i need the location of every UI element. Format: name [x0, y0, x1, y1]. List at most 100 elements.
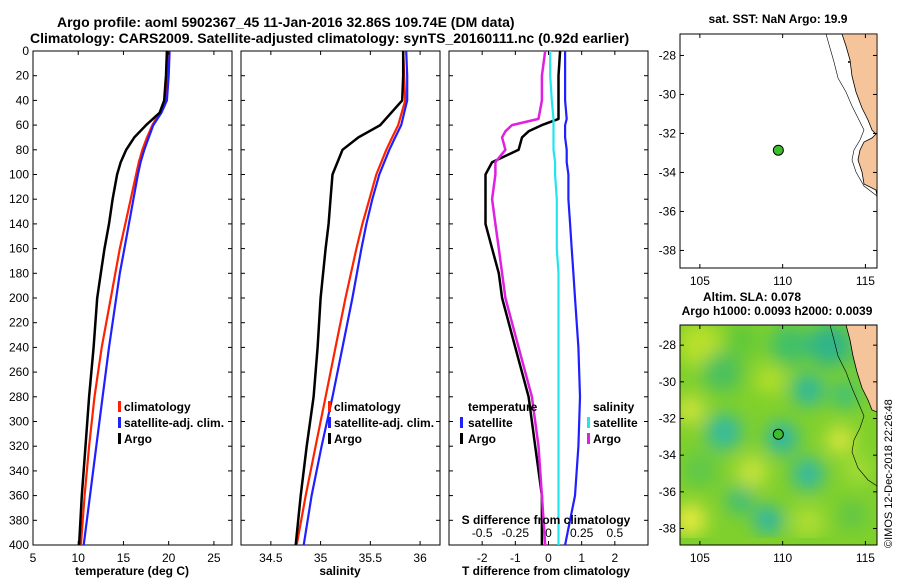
legend-label-s-satellite: satellite	[593, 416, 638, 430]
depth-tick-label: 220	[9, 316, 29, 330]
lat-tick-label: -28	[659, 338, 677, 352]
lat-tick-label: -32	[659, 412, 677, 426]
coastline-land	[841, 34, 877, 197]
depth-tick-label: 140	[9, 217, 29, 231]
argo-location-marker	[772, 144, 784, 156]
lat-tick-label: -38	[659, 243, 677, 257]
s-tick-label: 0.25	[570, 526, 594, 540]
lat-tick-label: -28	[659, 48, 677, 62]
isobath-line	[825, 34, 877, 197]
lon-tick-label: 115	[856, 274, 875, 288]
depth-tick-label: 260	[9, 365, 29, 379]
figure-title-line2: Climatology: CARS2009. Satellite-adjuste…	[30, 30, 629, 46]
difference-legend-salinity: salinity satellite Argo	[587, 400, 638, 446]
lat-tick-label: -34	[659, 448, 677, 462]
legend-label-satellite: satellite-adj. clim.	[334, 416, 434, 430]
legend-swatch-s-argo	[587, 433, 590, 444]
series-line-salinity-satellite	[549, 51, 560, 545]
depth-tick-label: 60	[16, 118, 30, 132]
s-tick-label: 0	[545, 526, 552, 540]
depth-tick-label: 40	[16, 93, 30, 107]
legend-swatch-argo	[328, 433, 331, 444]
legend-label-satellite: satellite-adj. clim.	[124, 416, 224, 430]
lon-tick-label: 105	[690, 274, 710, 288]
difference-xlabel-top: S difference from climatology	[462, 513, 631, 527]
lon-tick-label: 115	[856, 551, 875, 565]
x-tick-label: 34.5	[259, 551, 283, 565]
legend-swatch-climatology	[118, 401, 121, 412]
lon-tick-label: 110	[773, 551, 792, 565]
lon-tick-label: 105	[690, 551, 710, 565]
legend-label-s-argo: Argo	[593, 432, 621, 446]
depth-tick-label: 0	[22, 44, 29, 58]
s-tick-label: -0.25	[502, 526, 530, 540]
legend-swatch-satellite	[328, 417, 331, 428]
x-tick-label: 35.5	[359, 551, 383, 565]
sst-map-land	[825, 34, 877, 197]
sla-lon-tick-labels: 105 110 115	[690, 551, 875, 565]
depth-tick-label: 160	[9, 242, 29, 256]
legend-title-salinity: salinity	[593, 400, 635, 414]
salinity-lines	[294, 51, 409, 545]
legend-swatch-satellite	[118, 417, 121, 428]
depth-tick-label: 320	[9, 439, 29, 453]
series-line-satellite-adj-clim-	[302, 51, 409, 545]
sla-anomaly-blobs	[680, 325, 877, 538]
legend-swatch-t-satellite	[460, 417, 463, 428]
lat-tick-label: -38	[659, 522, 677, 536]
sst-map-title: sat. SST: NaN Argo: 19.9	[709, 12, 848, 26]
depth-tick-label: 100	[9, 168, 29, 182]
temperature-panel: 0 20 40 60 80 100 120 140 160 180 200 220 240 260 280 3…	[9, 44, 233, 578]
sla-land	[845, 325, 877, 413]
temperature-tick-labels: 5 10 15 20 25	[30, 551, 221, 565]
sst-map: sat. SST: NaN Argo: 19.9 -28 -30 -32 -34 -36…	[659, 12, 878, 288]
x-tick-label: 15	[117, 551, 131, 565]
x-tick-label: 2	[611, 551, 618, 565]
lat-tick-label: -32	[659, 126, 677, 140]
sla-map: Altim. SLA: 0.078 Argo h1000: 0.0093 h20…	[659, 290, 878, 565]
salinity-tick-labels: 34.5 35 35.5 36	[259, 551, 427, 565]
x-tick-label: 35	[314, 551, 328, 565]
x-tick-label: 0	[545, 551, 552, 565]
series-line-climatology	[295, 51, 407, 545]
lat-tick-label: -36	[659, 204, 677, 218]
depth-tick-label: 20	[16, 69, 30, 83]
legend-title-temperature: temperature	[468, 400, 538, 414]
legend-swatch-climatology	[328, 401, 331, 412]
sla-map-title-line2: Argo h1000: 0.0093 h2000: 0.0039	[682, 304, 873, 318]
temperature-lines	[77, 51, 171, 545]
s-tick-label: 0.5	[606, 526, 623, 540]
series-line-argo	[77, 51, 169, 545]
depth-tick-label: 80	[16, 143, 30, 157]
x-tick-label: -2	[477, 551, 488, 565]
salinity-axes	[240, 50, 441, 546]
series-line-argo	[294, 51, 405, 545]
depth-tick-label: 400	[9, 538, 29, 552]
difference-axes	[448, 50, 649, 546]
legend-swatch-argo	[118, 433, 121, 444]
x-tick-label: 36	[413, 551, 427, 565]
x-tick-label: 25	[207, 551, 221, 565]
lon-tick-label: 110	[773, 274, 792, 288]
series-line-satellite-adj-clim-	[82, 51, 171, 545]
lat-tick-label: -36	[659, 485, 677, 499]
difference-xlabel: T difference from climatology	[462, 564, 630, 578]
legend-label-climatology: climatology	[124, 400, 191, 414]
difference-panel: -2 -1 0 1 2 -0.5 -0.25 0 0.25 0.5 T difference f…	[448, 50, 649, 578]
depth-tick-label: 380	[9, 513, 29, 527]
x-tick-label: -1	[510, 551, 521, 565]
x-tick-label: 5	[30, 551, 37, 565]
series-line-temperature-argo	[484, 51, 562, 545]
difference-legend-temperature: temperature satellite Argo	[460, 400, 538, 446]
depth-tick-label: 120	[9, 192, 29, 206]
x-tick-label: 10	[72, 551, 86, 565]
t-difference-tick-labels: -2 -1 0 1 2	[477, 551, 619, 565]
x-tick-label: 1	[578, 551, 585, 565]
temperature-xlabel: temperature (deg C)	[75, 564, 189, 578]
legend-label-t-satellite: satellite	[468, 416, 513, 430]
temperature-legend: climatology satellite-adj. clim. Argo	[118, 400, 224, 446]
sla-map-axes	[679, 324, 878, 546]
sla-map-title-line1: Altim. SLA: 0.078	[703, 290, 801, 304]
sla-isobath	[829, 325, 877, 487]
